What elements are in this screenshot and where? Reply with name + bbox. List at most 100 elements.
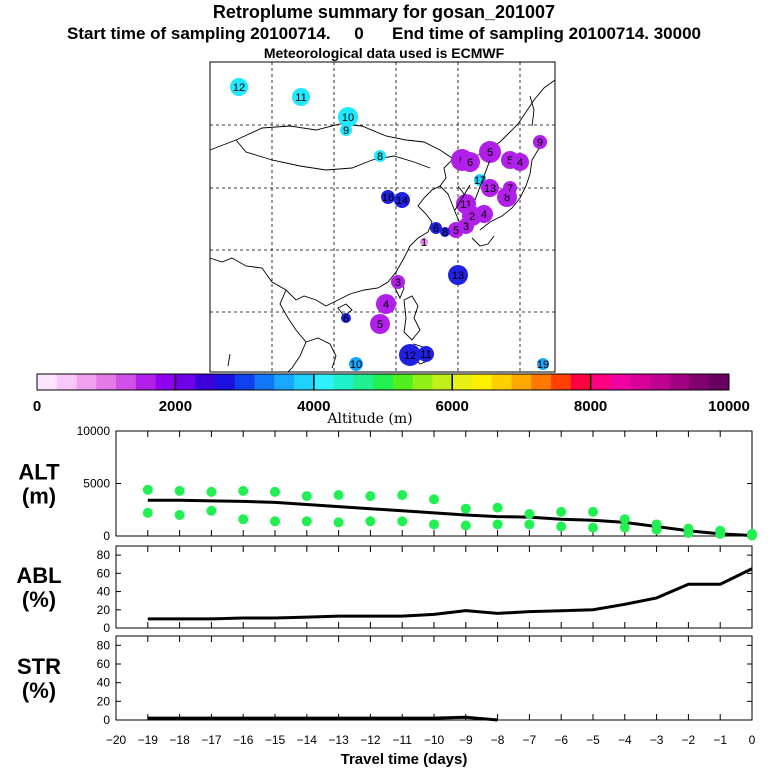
plume-marker-dot xyxy=(340,124,352,136)
y-tick-label: 80 xyxy=(97,548,111,562)
plume-marker-dot xyxy=(292,88,310,106)
plume-marker-label: 5 xyxy=(507,155,513,167)
series-point xyxy=(460,520,471,531)
plume-marker-dot xyxy=(460,152,480,172)
y-tick-label: 5000 xyxy=(83,477,110,491)
y-tick-label: 40 xyxy=(97,676,111,690)
plume-marker-label: 5 xyxy=(453,225,459,237)
plot-frame xyxy=(115,635,753,721)
plume-marker: 6 xyxy=(341,313,351,325)
colorbar-swatch xyxy=(590,374,611,390)
series-point xyxy=(588,506,598,517)
plume-marker-dot xyxy=(440,227,450,237)
chart-title: Retroplume summary for gosan_201007 xyxy=(212,2,556,22)
series-point xyxy=(524,508,535,519)
colorbar-swatch xyxy=(116,374,137,390)
plume-marker-label: 11 xyxy=(295,92,306,104)
met-data-line: Meteorological data used is ECMWF xyxy=(263,45,505,61)
plume-marker-dot xyxy=(349,357,363,371)
plume-marker: 13 xyxy=(448,265,468,285)
y-axis-label: ALT xyxy=(18,460,60,485)
plume-marker: 5 xyxy=(370,314,390,334)
series-point xyxy=(301,491,312,502)
plume-marker-label: 6 xyxy=(343,313,349,325)
colorbar-swatch xyxy=(135,374,157,390)
series-point xyxy=(715,528,726,539)
colorbar-swatch xyxy=(452,374,473,390)
colorbar-swatch xyxy=(551,374,572,390)
plume-marker-dot xyxy=(481,179,499,197)
y-axis-unit: (%) xyxy=(22,678,56,703)
colorbar-swatch xyxy=(709,374,730,390)
plume-marker-label: 8 xyxy=(442,227,448,239)
y-tick-label: 60 xyxy=(97,566,111,580)
colorbar-tick-label: 8000 xyxy=(574,398,607,415)
colorbar-swatch xyxy=(37,374,58,390)
colorbar-swatch xyxy=(471,374,493,390)
plume-marker: 6 xyxy=(430,222,442,235)
series-point xyxy=(619,514,630,525)
colorbar-swatch xyxy=(432,374,453,390)
series-point xyxy=(747,530,757,541)
plume-marker: 1 xyxy=(420,237,428,249)
colorbar-swatch xyxy=(373,374,394,390)
colorbar-swatch xyxy=(511,374,532,390)
plume-marker-dot xyxy=(511,153,529,171)
y-tick-label: 80 xyxy=(97,638,111,652)
series-point xyxy=(238,485,249,496)
plume-marker-label: 6 xyxy=(433,223,439,235)
plume-marker-label: 19 xyxy=(537,359,549,371)
y-axis-unit: (m) xyxy=(22,484,56,509)
series-point xyxy=(429,519,439,530)
map-gridlines xyxy=(210,62,555,372)
y-tick-label: 10000 xyxy=(77,424,111,438)
plume-marker-dot xyxy=(418,346,434,362)
series-point xyxy=(142,484,153,495)
colorbar-tick-label: 0 xyxy=(33,398,41,415)
plume-marker-label: 9 xyxy=(343,125,349,137)
plume-marker-dot xyxy=(391,275,405,289)
x-tick-label: −17 xyxy=(201,733,222,747)
plume-marker-dot xyxy=(381,190,395,204)
plume-marker: 8 xyxy=(440,227,450,239)
series-line xyxy=(147,715,498,722)
plume-marker-label: 6 xyxy=(467,157,473,169)
series-point xyxy=(206,486,217,497)
colorbar-tick-label: 10000 xyxy=(708,398,750,415)
series-point xyxy=(270,486,280,497)
plume-marker-label: 2 xyxy=(469,211,475,223)
plume-marker-dot xyxy=(475,205,493,223)
plume-marker-label: 8 xyxy=(377,151,383,163)
series-point xyxy=(524,519,535,530)
colorbar-label: Altitude (m) xyxy=(326,411,412,427)
x-tick-label: −6 xyxy=(554,733,568,747)
plume-marker-dot xyxy=(479,141,501,163)
chart-panel-abl: 0 20 40 60 80 ABL(%) xyxy=(16,545,753,635)
altitude-colorbar: 0 2000 4000 6000 8000 10000 xyxy=(33,373,750,415)
plume-marker-label: 12 xyxy=(404,350,416,362)
plume-marker-dot xyxy=(537,358,549,370)
trajectory-line xyxy=(454,184,471,211)
plume-marker: 16 xyxy=(381,190,395,204)
series-point xyxy=(556,521,567,532)
colorbar-swatch xyxy=(234,374,255,390)
series-point xyxy=(174,485,185,496)
series-point xyxy=(397,490,408,501)
x-tick-label: −8 xyxy=(491,733,505,747)
plume-marker-dot xyxy=(503,181,517,195)
colorbar-swatch xyxy=(274,374,295,390)
plume-marker-dot xyxy=(448,222,464,238)
colorbar-swatch xyxy=(195,374,216,390)
plume-marker-label: 9 xyxy=(537,137,543,149)
colorbar-swatch xyxy=(56,374,78,390)
plume-marker-label: 16 xyxy=(382,192,394,204)
x-tick-label: −11 xyxy=(392,733,412,747)
series-point xyxy=(683,527,694,538)
plume-marker-label: 8 xyxy=(504,192,510,204)
y-axis-label: ABL xyxy=(16,563,61,588)
series-point xyxy=(206,505,217,516)
colorbar-swatch xyxy=(313,374,335,390)
time-series-charts: 0500010000ALT(m)020406080ABL(%)020406080… xyxy=(16,424,757,768)
